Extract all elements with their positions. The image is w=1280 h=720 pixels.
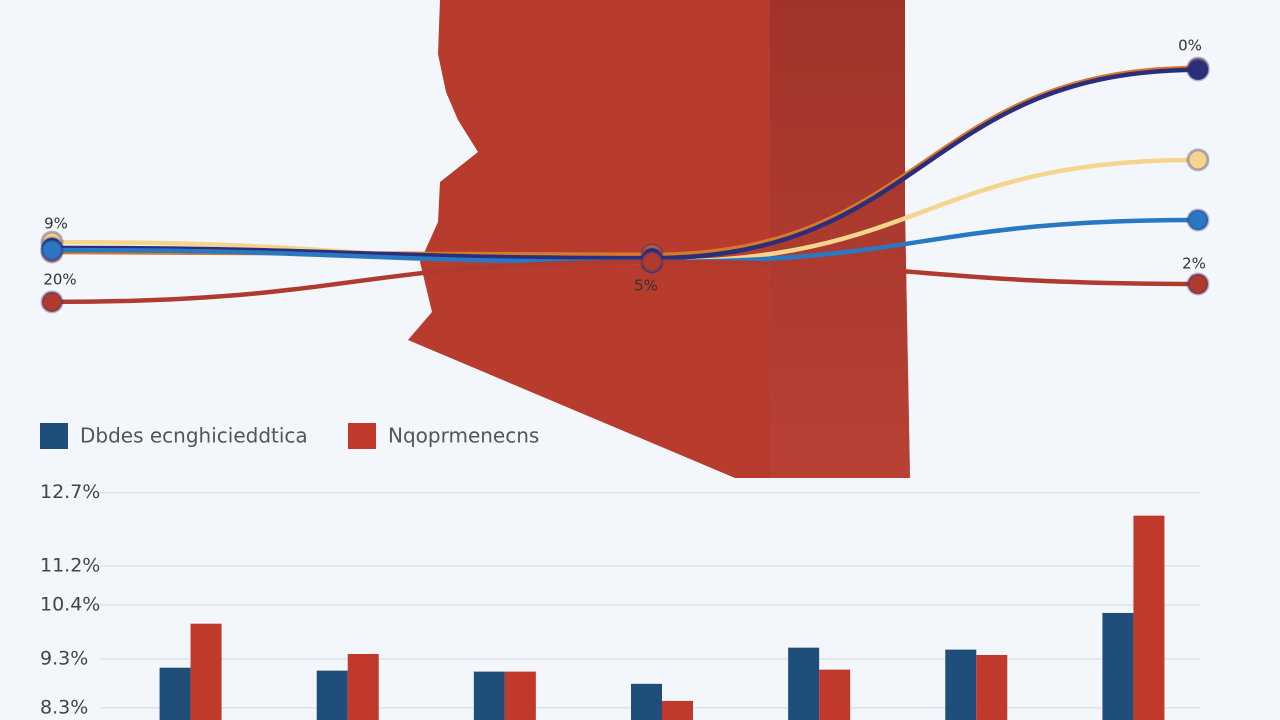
y-tick-label: 9.3% [40, 647, 88, 669]
point-marker [1186, 148, 1210, 172]
point-marker [40, 290, 64, 314]
bar [976, 654, 1008, 720]
y-tick-label: 11.2% [40, 555, 100, 577]
legend-label: Nqoprmenecns [388, 424, 539, 448]
bar [1102, 612, 1134, 720]
bar [159, 667, 191, 720]
bar [504, 671, 536, 720]
point-marker [1186, 208, 1210, 232]
series-line [49, 67, 1201, 261]
point-marker [1186, 272, 1210, 296]
point-label: 9% [44, 215, 68, 233]
bar [945, 649, 977, 720]
bar [1133, 515, 1165, 720]
bar [788, 647, 820, 720]
y-tick-label: 12.7% [40, 481, 100, 503]
point-label: 2% [1182, 255, 1206, 273]
point-marker [1186, 58, 1210, 82]
point-label: 20% [43, 271, 76, 289]
point-label: 0% [1178, 37, 1202, 55]
point-marker [40, 238, 64, 262]
y-tick-label: 10.4% [40, 594, 100, 616]
legend-swatch [40, 423, 68, 449]
bar [631, 683, 662, 720]
bar [662, 700, 693, 720]
bar [190, 623, 222, 720]
y-tick-label: 8.3% [40, 696, 88, 718]
point-marker [640, 250, 664, 274]
legend-swatch [348, 423, 376, 449]
bar [316, 670, 348, 720]
bar [473, 671, 505, 720]
bar [347, 654, 379, 720]
legend-label: Dbdes ecnghicieddtica [80, 424, 308, 448]
legend: Dbdes ecnghicieddtica Nqoprmenecns [40, 423, 539, 449]
point-label: 5% [634, 277, 658, 295]
bar [819, 669, 851, 720]
